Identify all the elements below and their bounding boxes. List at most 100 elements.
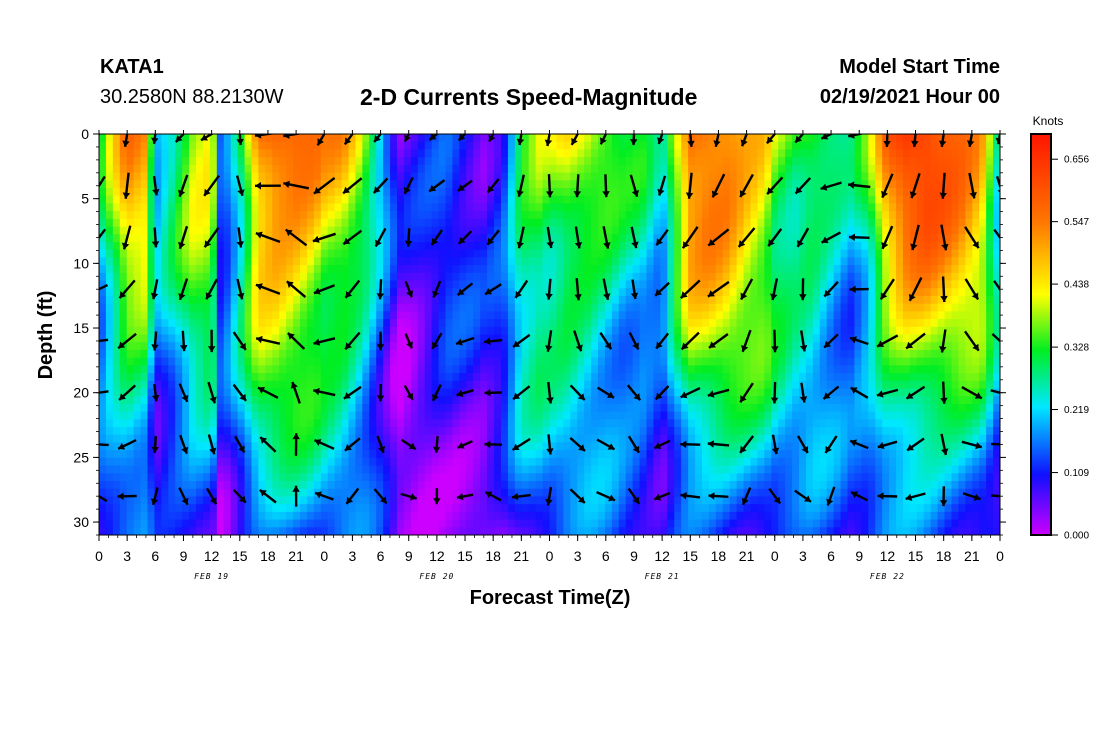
heatmap-cell [549, 172, 558, 181]
heatmap-cell [632, 280, 641, 289]
heatmap-cell [681, 496, 689, 505]
heatmap-cell [556, 403, 564, 413]
heatmap-cell [535, 349, 544, 359]
heatmap-cell [542, 226, 551, 235]
heatmap-cell [417, 249, 426, 258]
heatmap-cell [223, 473, 232, 482]
heatmap-cell [632, 211, 641, 220]
heatmap-cell [126, 504, 135, 513]
heatmap-cell [390, 241, 398, 251]
heatmap-cell [403, 226, 412, 235]
heatmap-cell [403, 303, 412, 312]
heatmap-cell [105, 527, 114, 535]
heatmap-cell [591, 265, 599, 274]
heatmap-cell [639, 326, 648, 336]
heatmap-cell [258, 265, 266, 274]
heatmap-cell [265, 504, 273, 513]
heatmap-cell [216, 141, 225, 151]
heatmap-cell [244, 442, 253, 451]
heatmap-cell [667, 373, 675, 382]
heatmap-cell [729, 257, 738, 266]
heatmap-cell [306, 265, 315, 274]
heatmap-cell [466, 342, 474, 351]
heatmap-cell [168, 249, 176, 258]
heatmap-cell [265, 403, 273, 413]
heatmap-cell [334, 311, 343, 320]
heatmap-cell [701, 504, 710, 513]
heatmap-cell [466, 187, 474, 197]
heatmap-cell [355, 326, 363, 336]
heatmap-cell [182, 488, 190, 498]
heatmap-cell [189, 234, 197, 243]
heatmap-cell [202, 365, 211, 374]
heatmap-cell [646, 134, 655, 143]
heatmap-cell [362, 288, 370, 297]
heatmap-cell [293, 349, 301, 359]
heatmap-cell [500, 218, 509, 228]
heatmap-cell [244, 272, 253, 282]
heatmap-cell [494, 450, 502, 459]
heatmap-cell [161, 365, 169, 374]
heatmap-cell [265, 450, 273, 459]
heatmap-cell [383, 311, 391, 320]
heatmap-cell [445, 272, 454, 282]
heatmap-cell [161, 465, 169, 474]
heatmap-cell [223, 280, 232, 289]
heatmap-cell [216, 257, 225, 266]
heatmap-cell [459, 203, 467, 212]
heatmap-cell [279, 326, 287, 336]
heatmap-cell [431, 349, 440, 359]
heatmap-cell [591, 357, 599, 366]
heatmap-cell [480, 434, 488, 444]
heatmap-cell [189, 365, 197, 374]
heatmap-cell [341, 149, 350, 158]
heatmap-cell [119, 249, 128, 258]
heatmap-cell [625, 380, 634, 390]
heatmap-cell [445, 311, 454, 320]
heatmap-cell [299, 411, 308, 420]
heatmap-cell [417, 265, 426, 274]
heatmap-cell [383, 380, 391, 390]
heatmap-cell [445, 187, 454, 197]
heatmap-cell [743, 504, 752, 513]
heatmap-cell [722, 303, 731, 312]
heatmap-cell [154, 450, 162, 459]
heatmap-cell [445, 342, 454, 351]
heatmap-cell [611, 442, 620, 451]
heatmap-cell [570, 388, 578, 397]
heatmap-cell [417, 272, 426, 282]
heatmap-cell [681, 272, 689, 282]
heatmap-cell [722, 141, 731, 151]
heatmap-cell [521, 481, 530, 490]
heatmap-cell [189, 527, 197, 535]
heatmap-cell [681, 504, 689, 513]
heatmap-cell [743, 172, 752, 181]
heatmap-cell [383, 319, 391, 328]
heatmap-cell [403, 172, 412, 181]
heatmap-cell [196, 388, 204, 397]
heatmap-cell [591, 373, 599, 382]
heatmap-cell [279, 311, 287, 320]
heatmap-cell [500, 427, 509, 436]
heatmap-cell [265, 265, 273, 274]
heatmap-cell [286, 241, 294, 251]
heatmap-cell [265, 218, 273, 228]
heatmap-cell [494, 280, 502, 289]
heatmap-cell [688, 496, 696, 505]
heatmap-cell [708, 203, 717, 212]
heatmap-cell [528, 496, 537, 505]
heatmap-cell [611, 419, 620, 428]
heatmap-cell [466, 195, 474, 204]
heatmap-cell [244, 473, 253, 482]
heatmap-cell [348, 257, 357, 266]
heatmap-cell [722, 295, 731, 305]
heatmap-cell [701, 203, 710, 212]
heatmap-cell [521, 311, 530, 320]
heatmap-cell [258, 311, 266, 320]
heatmap-cell [646, 357, 655, 366]
heatmap-cell [341, 380, 350, 390]
heatmap-cell [327, 187, 336, 197]
heatmap-cell [362, 303, 370, 312]
heatmap-cell [265, 465, 273, 474]
heatmap-cell [410, 187, 419, 197]
